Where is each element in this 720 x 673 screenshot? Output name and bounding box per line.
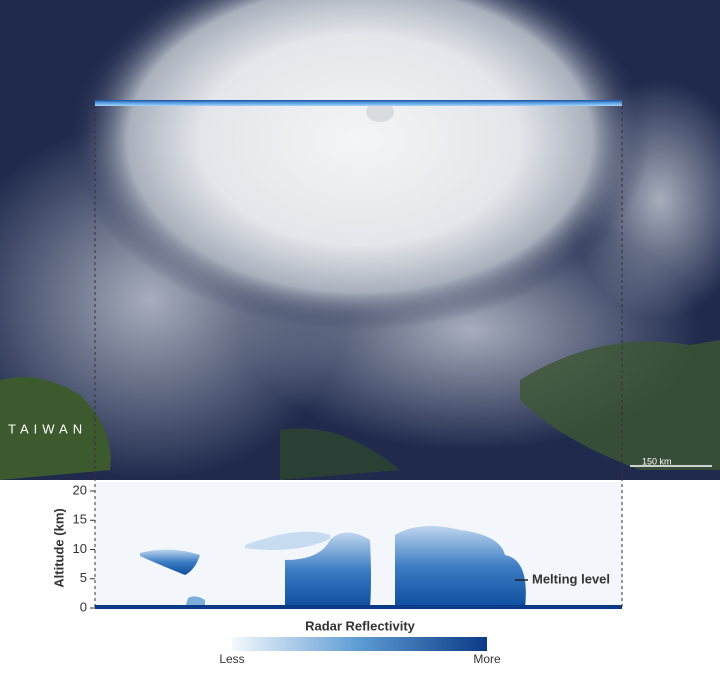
- y-tick-label: 20: [73, 482, 87, 497]
- y-tick-label: 10: [73, 541, 87, 556]
- y-axis-label: Altitude (km): [51, 508, 66, 587]
- annotation: Melting level: [532, 571, 610, 586]
- y-tick-label: 15: [73, 512, 87, 527]
- colorbar-low: Less: [219, 652, 244, 666]
- y-tick-label: 0: [80, 599, 87, 614]
- region-label: TAIWAN: [8, 421, 87, 436]
- colorbar: [232, 637, 487, 651]
- y-tick-label: 5: [80, 570, 87, 585]
- colorbar-title: Radar Reflectivity: [305, 618, 416, 633]
- satellite-image: [0, 0, 720, 480]
- scale-label: 150 km: [642, 456, 672, 466]
- colorbar-high: More: [473, 652, 501, 666]
- radar-echoes: [95, 526, 622, 609]
